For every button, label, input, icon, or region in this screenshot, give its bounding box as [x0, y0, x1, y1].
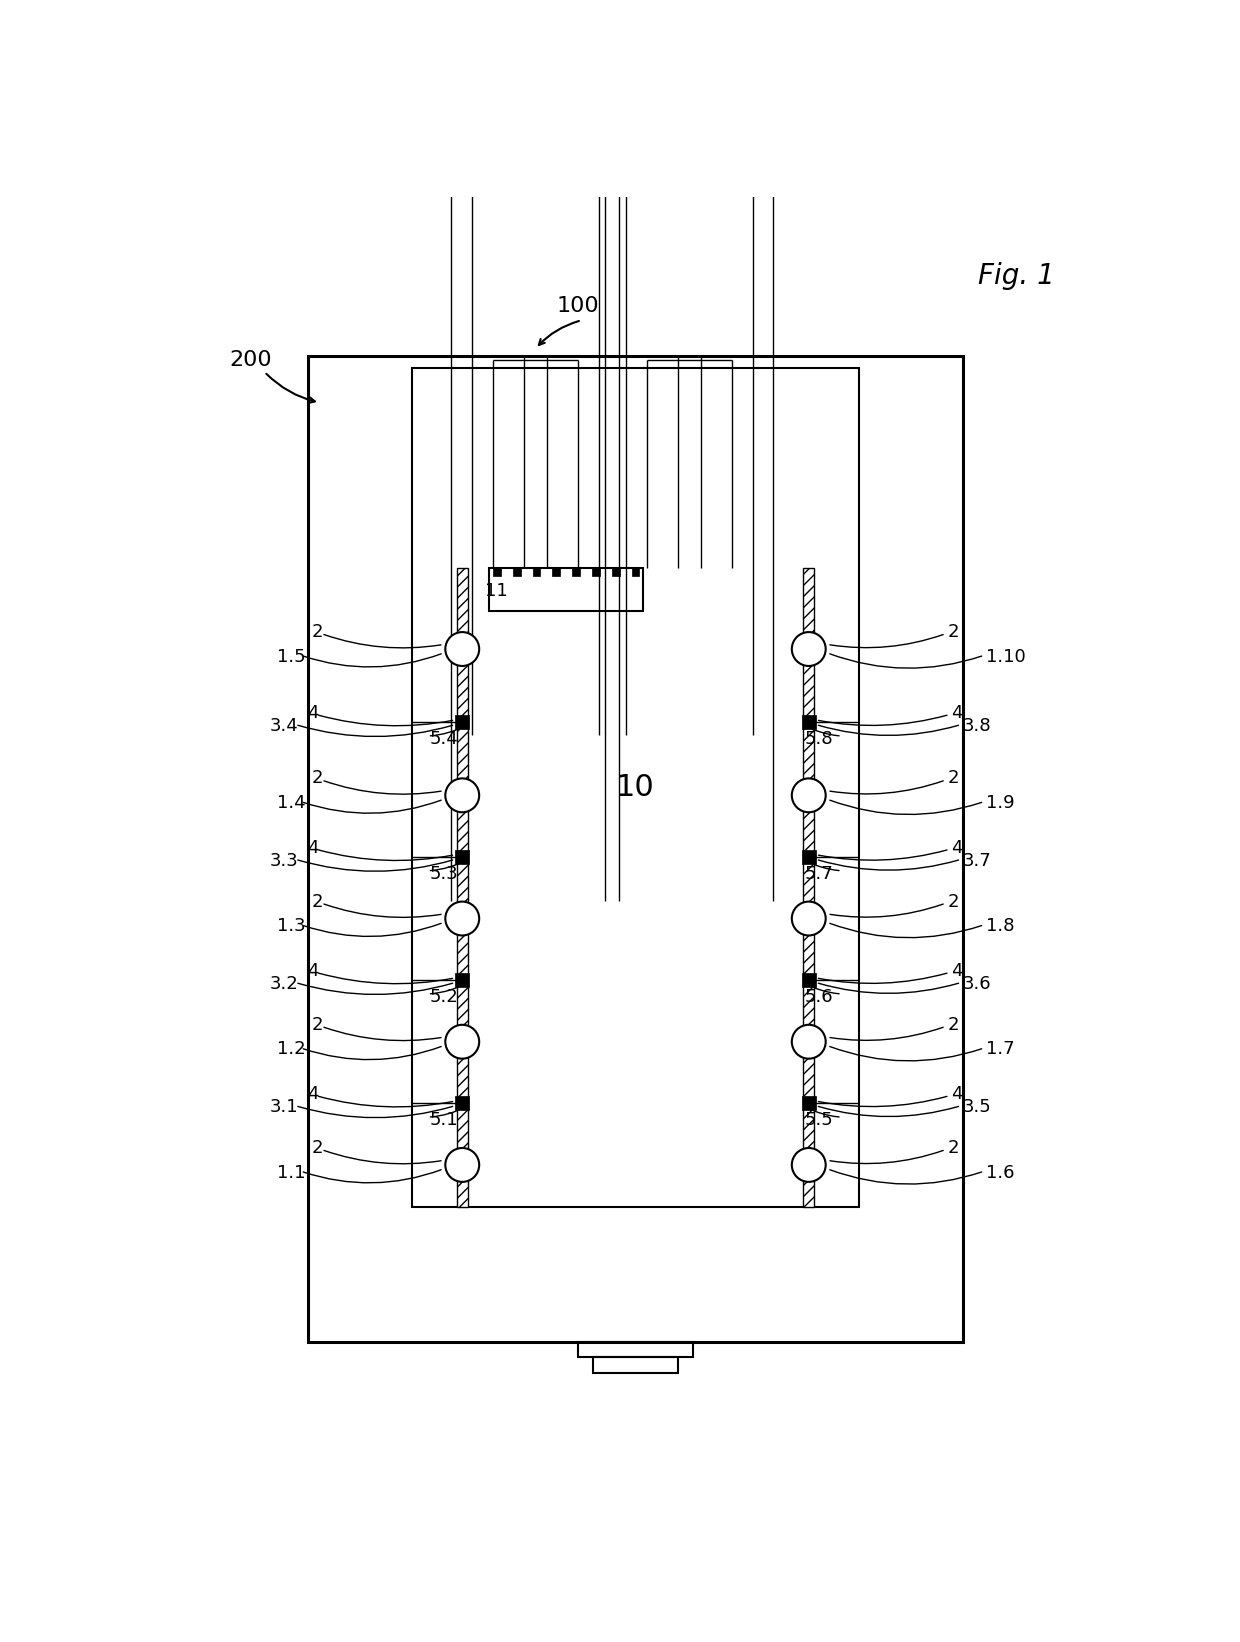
Text: 3.8: 3.8	[962, 718, 991, 736]
Text: 2: 2	[312, 893, 324, 911]
Circle shape	[445, 778, 479, 813]
Text: 2: 2	[947, 770, 959, 788]
Text: 2: 2	[947, 1140, 959, 1158]
Bar	[412, 368, 859, 1207]
Circle shape	[792, 901, 826, 936]
Bar	[490, 568, 644, 611]
Bar	[802, 851, 816, 864]
Text: 3.3: 3.3	[270, 852, 299, 870]
Text: 1.1: 1.1	[278, 1164, 306, 1182]
Circle shape	[445, 632, 479, 667]
Text: 2: 2	[947, 622, 959, 640]
Bar	[593, 1358, 678, 1373]
Text: 10: 10	[616, 773, 655, 803]
Text: 5.3: 5.3	[429, 865, 458, 883]
Text: 5.5: 5.5	[805, 1112, 833, 1130]
Circle shape	[792, 632, 826, 667]
Text: 2: 2	[312, 770, 324, 788]
Bar	[455, 851, 469, 864]
Text: 3.7: 3.7	[962, 852, 992, 870]
Circle shape	[792, 778, 826, 813]
Bar	[553, 568, 560, 576]
Text: 11: 11	[485, 583, 508, 601]
Text: 1.4: 1.4	[278, 795, 306, 813]
Text: Fig. 1: Fig. 1	[978, 261, 1055, 289]
Bar	[455, 974, 469, 987]
Text: 5.8: 5.8	[805, 731, 833, 749]
Text: 3.6: 3.6	[962, 975, 991, 993]
Bar	[533, 568, 541, 576]
Text: 4: 4	[306, 839, 319, 857]
Text: 1.3: 1.3	[278, 918, 306, 936]
Bar	[802, 974, 816, 987]
Bar	[572, 568, 580, 576]
Text: 3.2: 3.2	[270, 975, 299, 993]
Circle shape	[445, 1025, 479, 1059]
Text: 4: 4	[951, 704, 962, 722]
Text: 1.8: 1.8	[986, 918, 1014, 936]
Text: 5.1: 5.1	[429, 1112, 458, 1130]
Text: 100: 100	[557, 296, 599, 317]
Text: 4: 4	[951, 962, 962, 980]
Bar	[802, 716, 816, 729]
Text: 2: 2	[312, 622, 324, 640]
Text: 4: 4	[306, 962, 319, 980]
Text: 4: 4	[951, 1085, 962, 1103]
Text: 5.4: 5.4	[429, 731, 458, 749]
Text: 1.6: 1.6	[986, 1164, 1014, 1182]
Text: 2: 2	[312, 1140, 324, 1158]
Circle shape	[445, 901, 479, 936]
Bar	[494, 568, 501, 576]
Text: 4: 4	[951, 839, 962, 857]
Bar	[802, 1097, 816, 1110]
Text: 2: 2	[312, 1016, 324, 1034]
Text: 2: 2	[947, 1016, 959, 1034]
Text: 1.5: 1.5	[278, 647, 306, 665]
Bar	[309, 356, 962, 1342]
Circle shape	[792, 1148, 826, 1182]
Text: 1.7: 1.7	[986, 1041, 1014, 1059]
Bar	[804, 568, 815, 1207]
Text: 4: 4	[306, 1085, 319, 1103]
Bar	[455, 1097, 469, 1110]
Text: 1.2: 1.2	[278, 1041, 306, 1059]
Bar	[591, 568, 600, 576]
Text: 2: 2	[947, 893, 959, 911]
Bar	[611, 568, 620, 576]
Text: 3.4: 3.4	[270, 718, 299, 736]
Text: 200: 200	[229, 350, 272, 371]
Text: 3.1: 3.1	[270, 1098, 299, 1117]
Circle shape	[445, 1148, 479, 1182]
Text: 5.2: 5.2	[429, 988, 458, 1007]
Text: 1.9: 1.9	[986, 795, 1014, 813]
Bar	[455, 716, 469, 729]
Circle shape	[792, 1025, 826, 1059]
Text: 5.7: 5.7	[805, 865, 833, 883]
Text: 1.10: 1.10	[986, 647, 1025, 665]
Text: 5.6: 5.6	[805, 988, 833, 1007]
Text: 3.5: 3.5	[962, 1098, 992, 1117]
Text: 4: 4	[306, 704, 319, 722]
Bar	[631, 568, 640, 576]
Bar	[456, 568, 467, 1207]
Bar	[578, 1342, 693, 1358]
Bar	[513, 568, 521, 576]
